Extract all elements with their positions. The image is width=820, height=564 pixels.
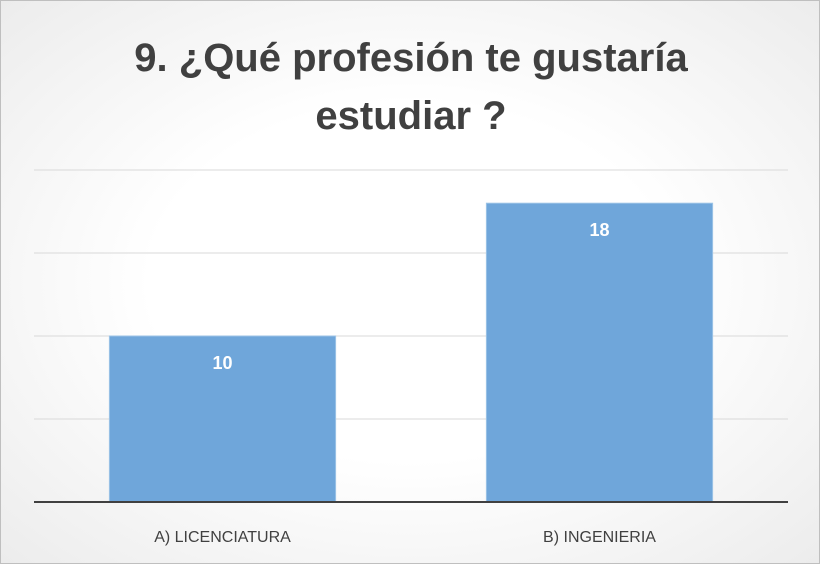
bar [485, 202, 714, 503]
x-tick-label: B) INGENIERIA [543, 529, 656, 546]
data-label: 10 [212, 353, 232, 373]
chart-title: 9. ¿Qué profesión te gustaría estudiar ? [134, 36, 688, 138]
bar [108, 335, 337, 503]
x-tick-label: A) LICENCIATURA [154, 529, 291, 546]
data-label: 18 [589, 220, 609, 240]
